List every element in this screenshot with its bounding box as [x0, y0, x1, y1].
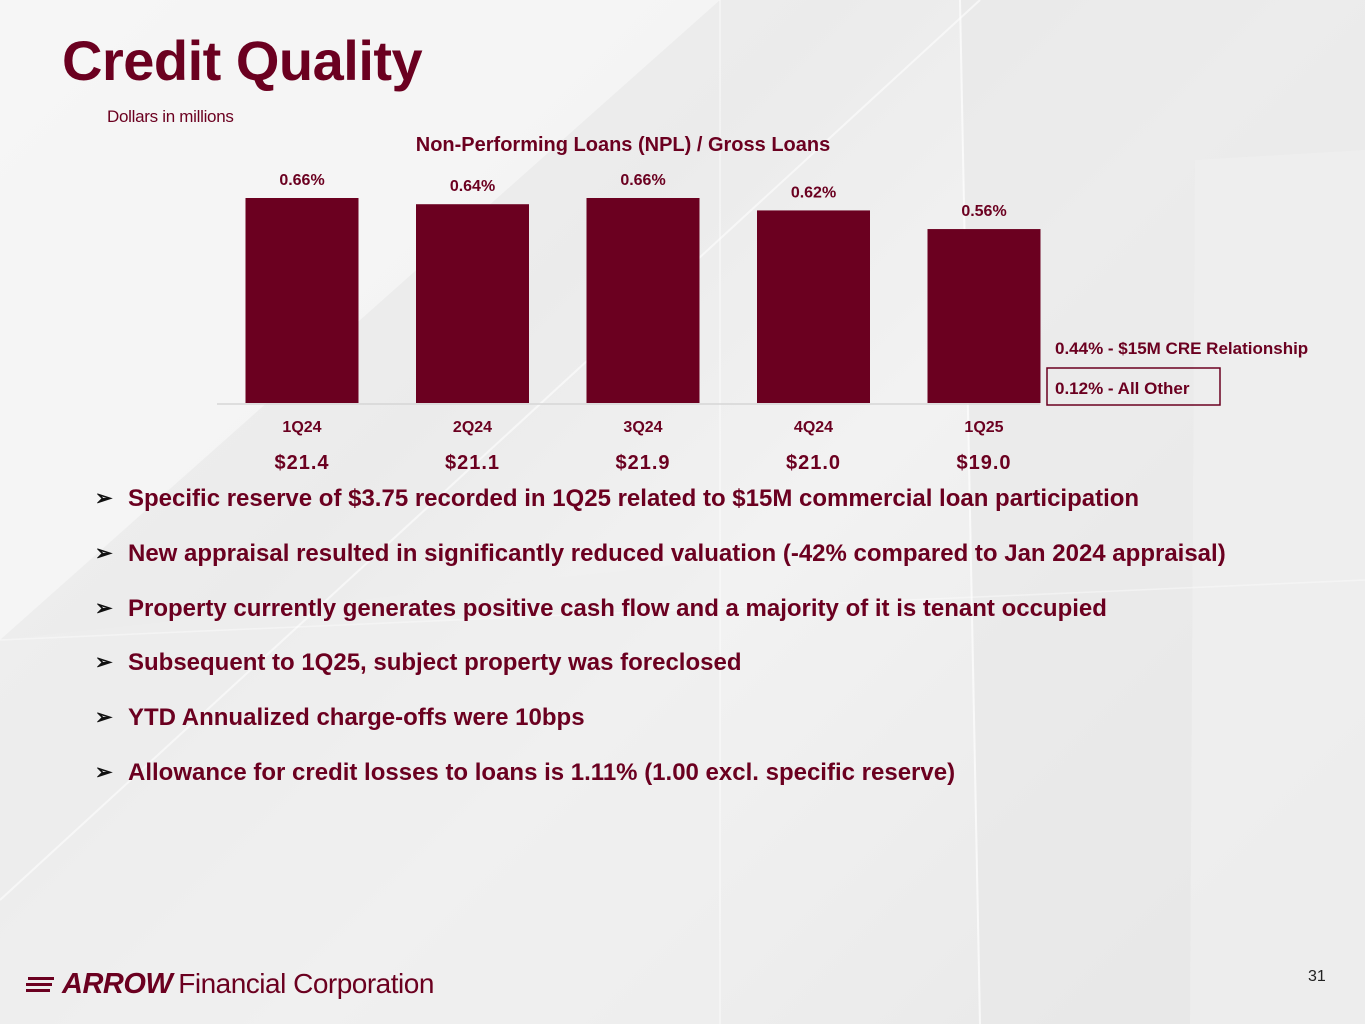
npl-dollar-label: $21.0	[786, 452, 841, 474]
bar	[416, 204, 529, 403]
bar-value-label: 0.64%	[450, 178, 495, 195]
breakdown-label-cre: 0.44% - $15M CRE Relationship	[1055, 339, 1308, 358]
bar-value-label: 0.66%	[279, 172, 324, 189]
breakdown-label-other: 0.12% - All Other	[1055, 379, 1190, 398]
bullet-arrow-icon: ➢	[95, 706, 113, 730]
bullet-list: ➢ Specific reserve of $3.75 recorded in 1…	[95, 482, 1226, 811]
bullet-arrow-icon: ➢	[95, 541, 113, 565]
npl-dollar-label: $21.1	[445, 452, 500, 474]
bullet-item: ➢ Specific reserve of $3.75 recorded in 1…	[95, 482, 1226, 537]
bullet-text: Property currently generates positive ca…	[128, 594, 1107, 622]
bullet-arrow-icon: ➢	[95, 487, 113, 510]
npl-bar-chart: Non-Performing Loans (NPL) / Gross Loans…	[217, 134, 1308, 474]
bar	[245, 198, 359, 403]
bullet-item: ➢ Allowance for credit losses to loans is…	[95, 756, 1226, 811]
bullet-text: Specific reserve of $3.75 recorded in 1Q…	[128, 485, 1140, 512]
bullet-text: New appraisal resulted in significantly …	[128, 539, 1226, 567]
bullet-text: YTD Annualized charge-offs were 10bps	[128, 704, 585, 732]
bullet-arrow-icon: ➢	[95, 651, 113, 675]
bullet-arrow-icon: ➢	[95, 596, 113, 620]
bullet-item: ➢ New appraisal resulted in significantly…	[95, 537, 1226, 592]
breakdown-box	[1046, 367, 1221, 406]
logo-wordmark-strong: ARROW	[62, 967, 173, 1000]
npl-dollar-label: $21.4	[274, 452, 329, 474]
x-tick-label: 1Q25	[964, 419, 1003, 436]
x-tick-label: 3Q24	[623, 419, 662, 436]
arrow-logo-icon	[26, 977, 54, 992]
npl-dollar-label: $21.9	[615, 452, 670, 474]
chart-title: Non-Performing Loans (NPL) / Gross Loans	[416, 134, 830, 156]
bar	[586, 198, 700, 403]
bar-value-label: 0.62%	[791, 184, 836, 201]
bullet-arrow-icon: ➢	[95, 760, 113, 784]
x-tick-label: 4Q24	[794, 419, 833, 436]
page-subtitle: Dollars in millions	[107, 107, 234, 126]
page-number: 31	[1308, 968, 1326, 985]
page-title: Credit Quality	[62, 29, 423, 92]
x-tick-label: 1Q24	[282, 419, 321, 436]
npl-dollar-label: $19.0	[956, 452, 1011, 474]
company-logo: ARROW Financial Corporation	[26, 964, 434, 1004]
bar-value-label: 0.66%	[620, 172, 665, 189]
bar-value-label: 0.56%	[961, 203, 1006, 220]
bar	[757, 210, 870, 403]
bar	[927, 229, 1041, 403]
bullet-text: Subsequent to 1Q25, subject property was…	[128, 649, 742, 677]
x-tick-label: 2Q24	[453, 419, 492, 436]
bullet-text: Allowance for credit losses to loans is …	[128, 758, 956, 786]
logo-wordmark-light: Financial Corporation	[178, 968, 434, 999]
bullet-item: ➢ Property currently generates positive c…	[95, 592, 1226, 647]
bullet-item: ➢ YTD Annualized charge-offs were 10bps	[95, 701, 1226, 756]
bullet-item: ➢ Subsequent to 1Q25, subject property wa…	[95, 646, 1226, 701]
